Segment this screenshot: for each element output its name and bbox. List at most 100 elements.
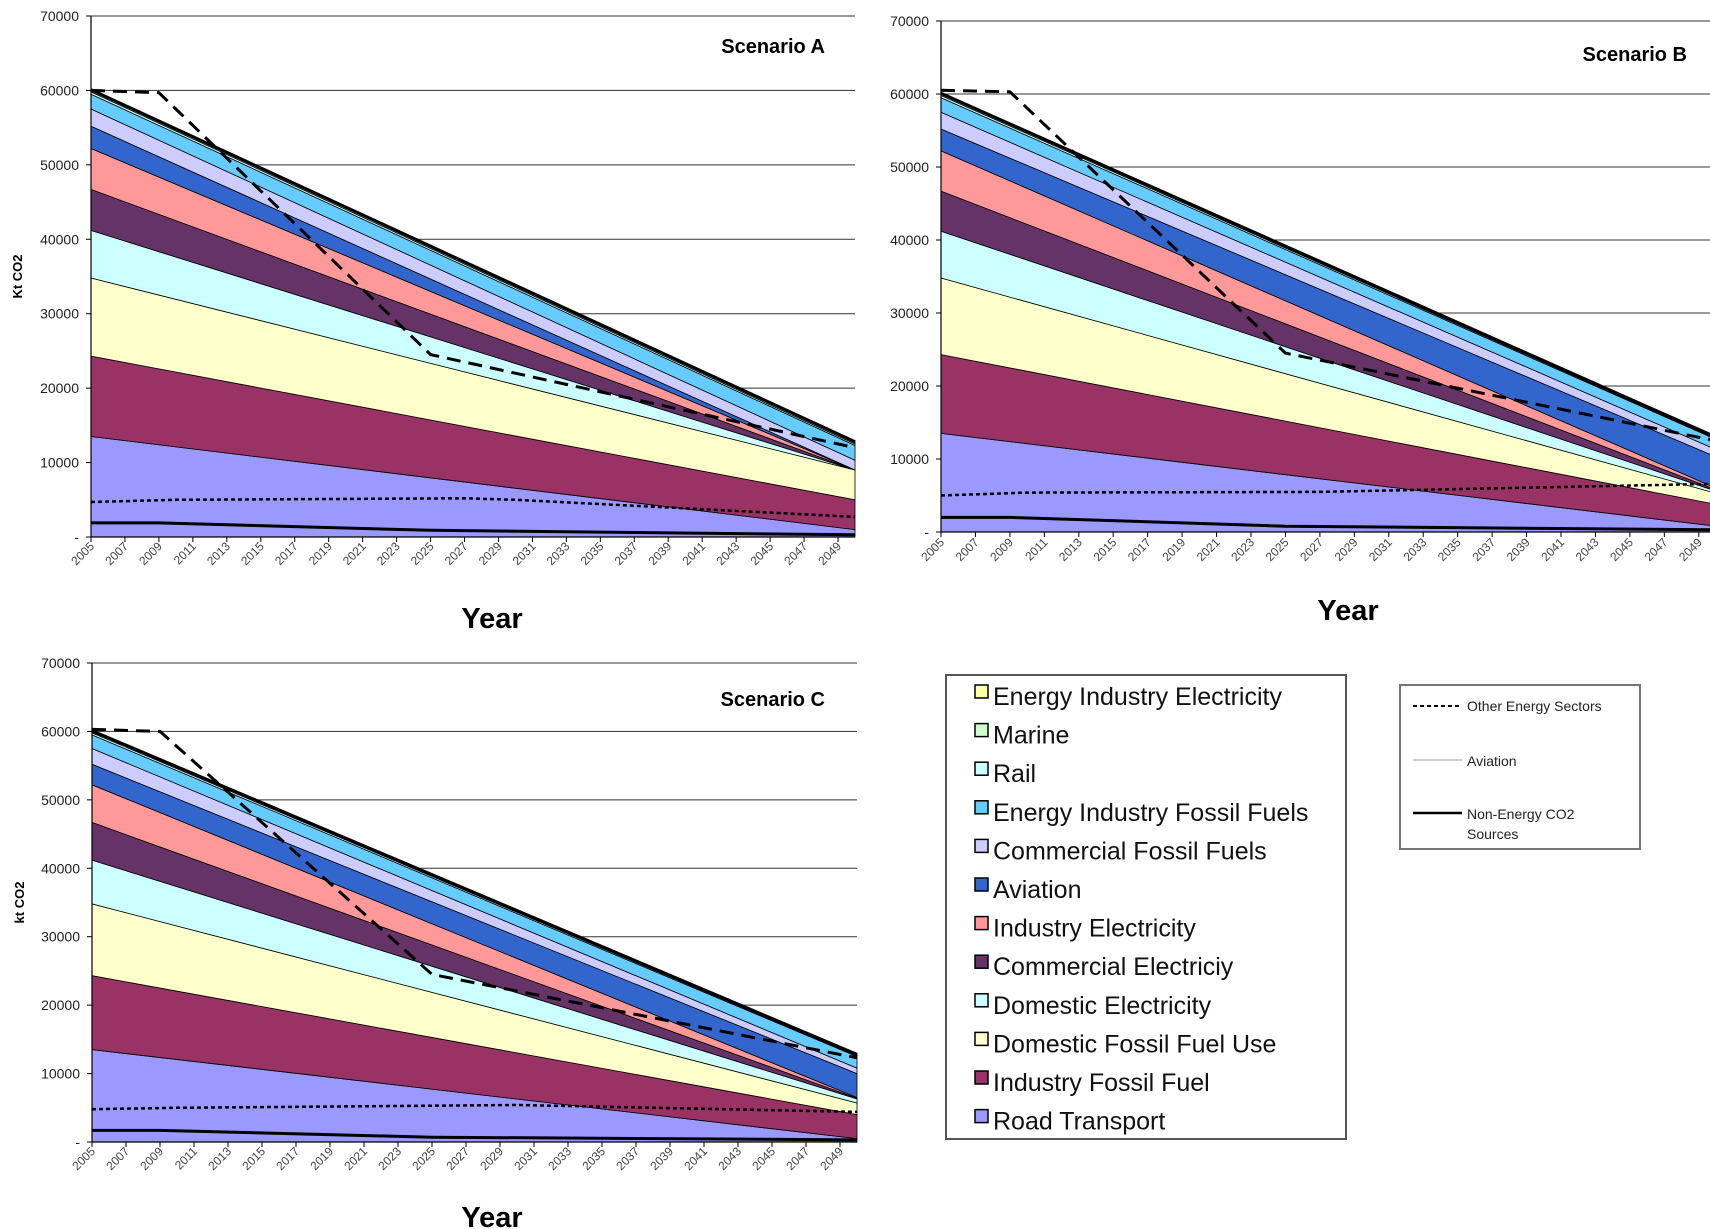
legend-swatch-rail bbox=[974, 761, 989, 776]
y-tick-label: 60000 bbox=[41, 723, 80, 739]
x-tick-label: 2043 bbox=[1573, 535, 1602, 564]
x-tick-label: 2021 bbox=[341, 1144, 370, 1173]
x-tick-label: 2029 bbox=[477, 1144, 506, 1173]
line-target bbox=[91, 727, 858, 1060]
legend-swatch-marine bbox=[974, 722, 989, 738]
x-tick-label: 2011 bbox=[171, 539, 199, 567]
x-tick-label: 2039 bbox=[1504, 535, 1533, 564]
x-tick-label: 2041 bbox=[681, 1144, 710, 1173]
legend-label-domestic-electricity: Domestic Electricity bbox=[993, 992, 1212, 1020]
x-tick-label: 2045 bbox=[1607, 535, 1636, 564]
x-tick-label: 2039 bbox=[647, 1144, 676, 1173]
y-tick-label: 60000 bbox=[890, 86, 929, 102]
y-tick-label: 40000 bbox=[890, 232, 929, 248]
x-tick-label: 2049 bbox=[817, 1144, 846, 1173]
x-tick-label: 2025 bbox=[409, 1144, 438, 1173]
legend-swatch-domestic-electricity bbox=[974, 993, 989, 1008]
y-axis-label: Kt CO2 bbox=[10, 254, 25, 298]
x-axis-label: Year bbox=[461, 1202, 522, 1229]
y-tick-label: 30000 bbox=[41, 929, 80, 945]
y-tick-label: - bbox=[74, 529, 79, 545]
y-tick-label: 70000 bbox=[41, 655, 80, 671]
legend-label-commercial-fossil-fuels: Commercial Fossil Fuels bbox=[993, 837, 1267, 865]
x-tick-label: 2009 bbox=[987, 535, 1016, 564]
x-tick-label: 2029 bbox=[476, 539, 505, 568]
y-tick-label: 70000 bbox=[40, 8, 79, 24]
x-tick-label: 2005 bbox=[69, 1144, 98, 1173]
x-tick-label: 2043 bbox=[713, 539, 742, 568]
x-tick-label: 2047 bbox=[783, 1144, 812, 1173]
line-other-energy-sectors bbox=[940, 482, 1710, 497]
x-tick-label: 2033 bbox=[545, 1144, 574, 1173]
chart-title: Scenario B bbox=[1583, 44, 1687, 66]
x-tick-label: 2005 bbox=[918, 535, 947, 564]
stack-legend: Energy Industry Electricity Marine Rail Ene… bbox=[945, 674, 1347, 1140]
x-tick-label: 2013 bbox=[205, 1144, 234, 1173]
y-tick-label: 10000 bbox=[890, 451, 929, 467]
line-other-energy-sectors bbox=[91, 1103, 858, 1114]
chart-title: Scenario C bbox=[721, 689, 825, 711]
x-tick-label: 2045 bbox=[749, 1144, 778, 1173]
x-tick-label: 2011 bbox=[1022, 535, 1050, 563]
x-tick-label: 2015 bbox=[238, 539, 267, 568]
x-tick-label: 2007 bbox=[102, 539, 131, 568]
legend-label-energy-industry-electricity: Energy Industry Electricity bbox=[993, 683, 1282, 711]
legend-label-energy-industry-fossil-fuels: Energy Industry Fossil Fuels bbox=[993, 799, 1308, 827]
x-tick-label: 2025 bbox=[408, 539, 437, 568]
x-tick-label: 2041 bbox=[680, 539, 709, 568]
legend-label-commercial-electriciy: Commercial Electriciy bbox=[993, 953, 1234, 981]
x-tick-label: 2011 bbox=[172, 1144, 200, 1172]
legend-label-domestic-fossil-fuel-use: Domestic Fossil Fuel Use bbox=[993, 1030, 1276, 1058]
x-tick-label: 2045 bbox=[747, 539, 776, 568]
x-tick-label: 2013 bbox=[204, 539, 233, 568]
chart-title: Scenario A bbox=[721, 36, 825, 58]
line-legend-nonenergy-label: Non-Energy CO2 bbox=[1467, 806, 1575, 822]
line-target bbox=[90, 88, 856, 450]
line-non-energy-co2-sources bbox=[91, 521, 856, 537]
line-legend: Other Energy Sectors Aviation Non-Energy… bbox=[1399, 684, 1641, 850]
legend-label-road-transport: Road Transport bbox=[993, 1108, 1165, 1136]
x-tick-label: 2017 bbox=[273, 1144, 302, 1173]
x-tick-label: 2025 bbox=[1263, 535, 1292, 564]
x-tick-label: 2033 bbox=[544, 539, 573, 568]
legend-swatch-road-transport bbox=[974, 1108, 989, 1124]
x-tick-label: 2049 bbox=[815, 539, 844, 568]
stack-top-edge bbox=[91, 729, 858, 1056]
x-tick-label: 2023 bbox=[375, 1144, 404, 1173]
x-tick-label: 2007 bbox=[953, 535, 982, 564]
y-tick-label: 20000 bbox=[41, 997, 80, 1013]
x-tick-label: 2031 bbox=[1366, 535, 1395, 564]
x-tick-label: 2007 bbox=[103, 1144, 132, 1173]
y-tick-label: 30000 bbox=[890, 305, 929, 321]
y-axis-label: kt CO2 bbox=[12, 882, 27, 924]
x-tick-label: 2017 bbox=[272, 539, 301, 568]
x-tick-label: 2037 bbox=[1469, 535, 1498, 564]
legend-swatch-aviation bbox=[974, 877, 989, 892]
line-legend-nonenergy-label-2: Sources bbox=[1467, 826, 1518, 842]
x-tick-label: 2021 bbox=[340, 539, 369, 568]
x-tick-label: 2031 bbox=[510, 539, 539, 568]
legend-label-rail: Rail bbox=[993, 760, 1036, 788]
x-tick-label: 2039 bbox=[646, 539, 675, 568]
line-non-energy-co2-sources bbox=[92, 1128, 858, 1142]
x-tick-label: 2029 bbox=[1332, 535, 1361, 564]
x-tick-label: 2015 bbox=[239, 1144, 268, 1173]
legend-swatch-industry-electricity bbox=[974, 915, 989, 931]
x-tick-label: 2023 bbox=[1228, 535, 1257, 564]
x-tick-label: 2037 bbox=[613, 1144, 642, 1173]
legend-swatch-energy-industry-electricity bbox=[974, 684, 989, 699]
scenario-c-chart: - 10000 20000 30000 40000 50000 60000 70000 2005… bbox=[12, 655, 858, 1229]
stack-top-edge bbox=[940, 91, 1710, 437]
x-tick-label: 2049 bbox=[1676, 535, 1705, 564]
y-tick-label: - bbox=[924, 524, 929, 540]
line-non-energy-co2-sources bbox=[941, 515, 1710, 532]
stack-top-edge bbox=[90, 88, 856, 444]
y-tick-label: 20000 bbox=[890, 378, 929, 394]
y-tick-label: 60000 bbox=[40, 82, 79, 98]
x-tick-label: 2033 bbox=[1401, 535, 1430, 564]
legend-swatch-industry-fossil-fuel bbox=[974, 1070, 989, 1085]
x-tick-label: 2015 bbox=[1091, 535, 1120, 564]
y-tick-label: 30000 bbox=[40, 306, 79, 322]
x-axis-label: Year bbox=[461, 603, 522, 635]
